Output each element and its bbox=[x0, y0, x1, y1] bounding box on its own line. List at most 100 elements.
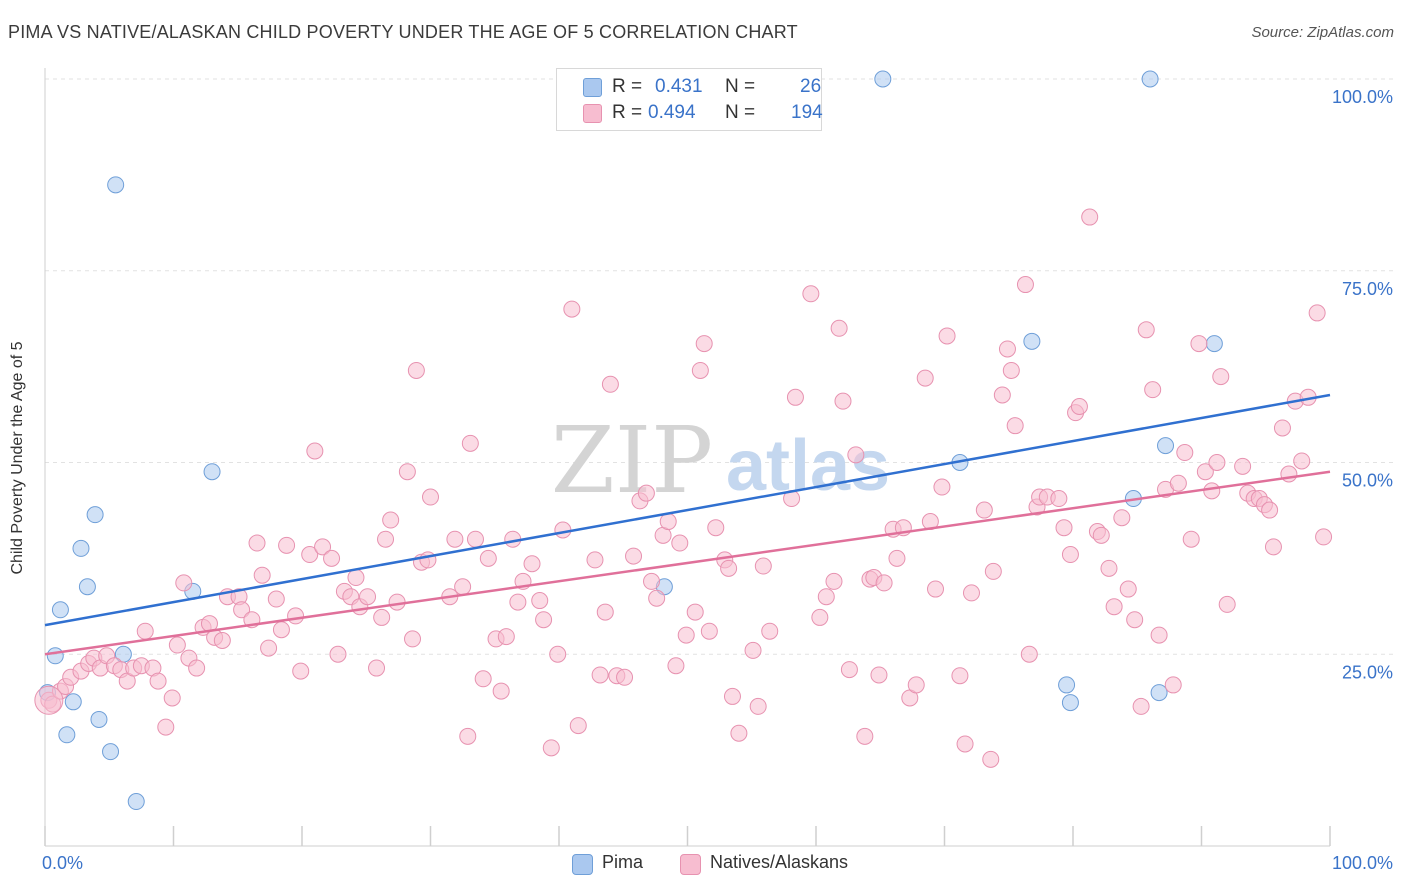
data-point bbox=[1264, 538, 1282, 556]
data-point bbox=[454, 578, 472, 596]
legend-swatch-natives bbox=[583, 104, 602, 123]
chart-title: PIMA VS NATIVE/ALASKAN CHILD POVERTY UND… bbox=[8, 22, 798, 42]
data-point bbox=[459, 727, 477, 745]
data-point bbox=[1157, 437, 1175, 455]
data-point bbox=[888, 549, 906, 567]
data-point bbox=[136, 622, 154, 640]
data-point bbox=[407, 361, 425, 379]
data-point bbox=[723, 687, 741, 705]
data-point bbox=[1208, 454, 1226, 471]
data-point bbox=[272, 621, 290, 639]
data-point bbox=[248, 534, 266, 552]
data-point bbox=[730, 724, 748, 742]
data-point bbox=[1126, 611, 1144, 629]
data-point bbox=[691, 361, 709, 379]
data-point bbox=[377, 530, 395, 548]
data-point bbox=[149, 672, 167, 690]
data-point bbox=[637, 484, 655, 502]
data-point bbox=[267, 590, 285, 608]
legend-swatch-natives bbox=[680, 854, 701, 875]
x-tick-label: 100.0% bbox=[1332, 853, 1393, 873]
data-point bbox=[168, 636, 186, 654]
data-point bbox=[1119, 580, 1137, 598]
data-point bbox=[601, 375, 619, 393]
watermark-zip: ZIP bbox=[551, 407, 713, 514]
n-value: 26 bbox=[800, 76, 822, 97]
data-point bbox=[554, 521, 572, 539]
data-point bbox=[744, 641, 762, 659]
data-point bbox=[301, 546, 319, 564]
data-point bbox=[446, 530, 464, 548]
data-point bbox=[1023, 332, 1041, 350]
data-point bbox=[163, 689, 181, 707]
data-point bbox=[586, 551, 604, 569]
data-point bbox=[984, 562, 1002, 580]
source-label: Source: ZipAtlas.com bbox=[1251, 24, 1394, 41]
data-point bbox=[677, 626, 695, 644]
data-point bbox=[707, 519, 725, 537]
data-point bbox=[51, 601, 69, 619]
data-point bbox=[1169, 474, 1187, 492]
n-label: N = bbox=[725, 102, 756, 123]
data-point bbox=[479, 549, 497, 567]
data-point bbox=[975, 501, 993, 519]
data-point bbox=[569, 717, 587, 735]
data-point bbox=[643, 572, 661, 590]
data-point bbox=[720, 559, 738, 577]
data-point bbox=[127, 793, 145, 811]
data-point bbox=[64, 693, 82, 711]
data-point bbox=[175, 574, 193, 592]
data-point bbox=[292, 662, 310, 680]
data-point-cluster bbox=[34, 685, 64, 715]
data-point bbox=[1113, 509, 1131, 527]
data-point bbox=[373, 608, 391, 626]
axes bbox=[44, 68, 1331, 847]
n-value: 194 bbox=[791, 102, 823, 123]
data-point bbox=[825, 572, 843, 590]
data-point bbox=[686, 603, 704, 621]
data-point bbox=[563, 300, 581, 318]
data-point bbox=[213, 631, 231, 649]
data-point bbox=[86, 506, 104, 524]
data-point bbox=[1176, 444, 1194, 462]
data-point bbox=[306, 442, 324, 460]
data-point bbox=[907, 676, 925, 694]
data-point bbox=[1050, 490, 1068, 508]
data-point bbox=[938, 327, 956, 345]
data-point bbox=[1141, 70, 1159, 88]
data-point bbox=[1061, 546, 1079, 564]
data-point bbox=[107, 176, 125, 194]
data-point bbox=[1273, 419, 1291, 437]
data-point bbox=[1182, 530, 1200, 548]
data-point bbox=[1261, 501, 1279, 519]
data-point bbox=[1150, 684, 1168, 702]
data-point bbox=[754, 557, 772, 575]
data-point bbox=[203, 463, 221, 481]
legend-swatch-pima bbox=[572, 854, 593, 875]
data-point bbox=[927, 580, 945, 598]
data-point bbox=[840, 661, 858, 679]
data-point bbox=[817, 588, 835, 606]
data-point bbox=[542, 739, 560, 757]
data-point bbox=[1212, 368, 1230, 386]
data-point bbox=[323, 549, 341, 567]
data-point bbox=[956, 735, 974, 753]
data-point bbox=[497, 628, 515, 646]
data-point bbox=[1205, 335, 1223, 353]
data-point bbox=[1203, 482, 1221, 500]
data-point bbox=[398, 463, 416, 481]
data-point bbox=[278, 536, 296, 554]
data-point bbox=[951, 667, 969, 685]
data-point bbox=[761, 622, 779, 640]
data-point bbox=[749, 697, 767, 715]
y-tick-label: 100.0% bbox=[1332, 87, 1393, 107]
data-point bbox=[287, 607, 305, 625]
data-point bbox=[591, 666, 609, 684]
data-point bbox=[616, 668, 634, 686]
data-point bbox=[509, 593, 527, 611]
data-point bbox=[834, 392, 852, 410]
data-point bbox=[1100, 559, 1118, 577]
correlation-legend: R = 0.431 N = 26 R = 0.494 N = 194 bbox=[556, 68, 823, 131]
data-point bbox=[625, 547, 643, 565]
data-point bbox=[1002, 361, 1020, 379]
